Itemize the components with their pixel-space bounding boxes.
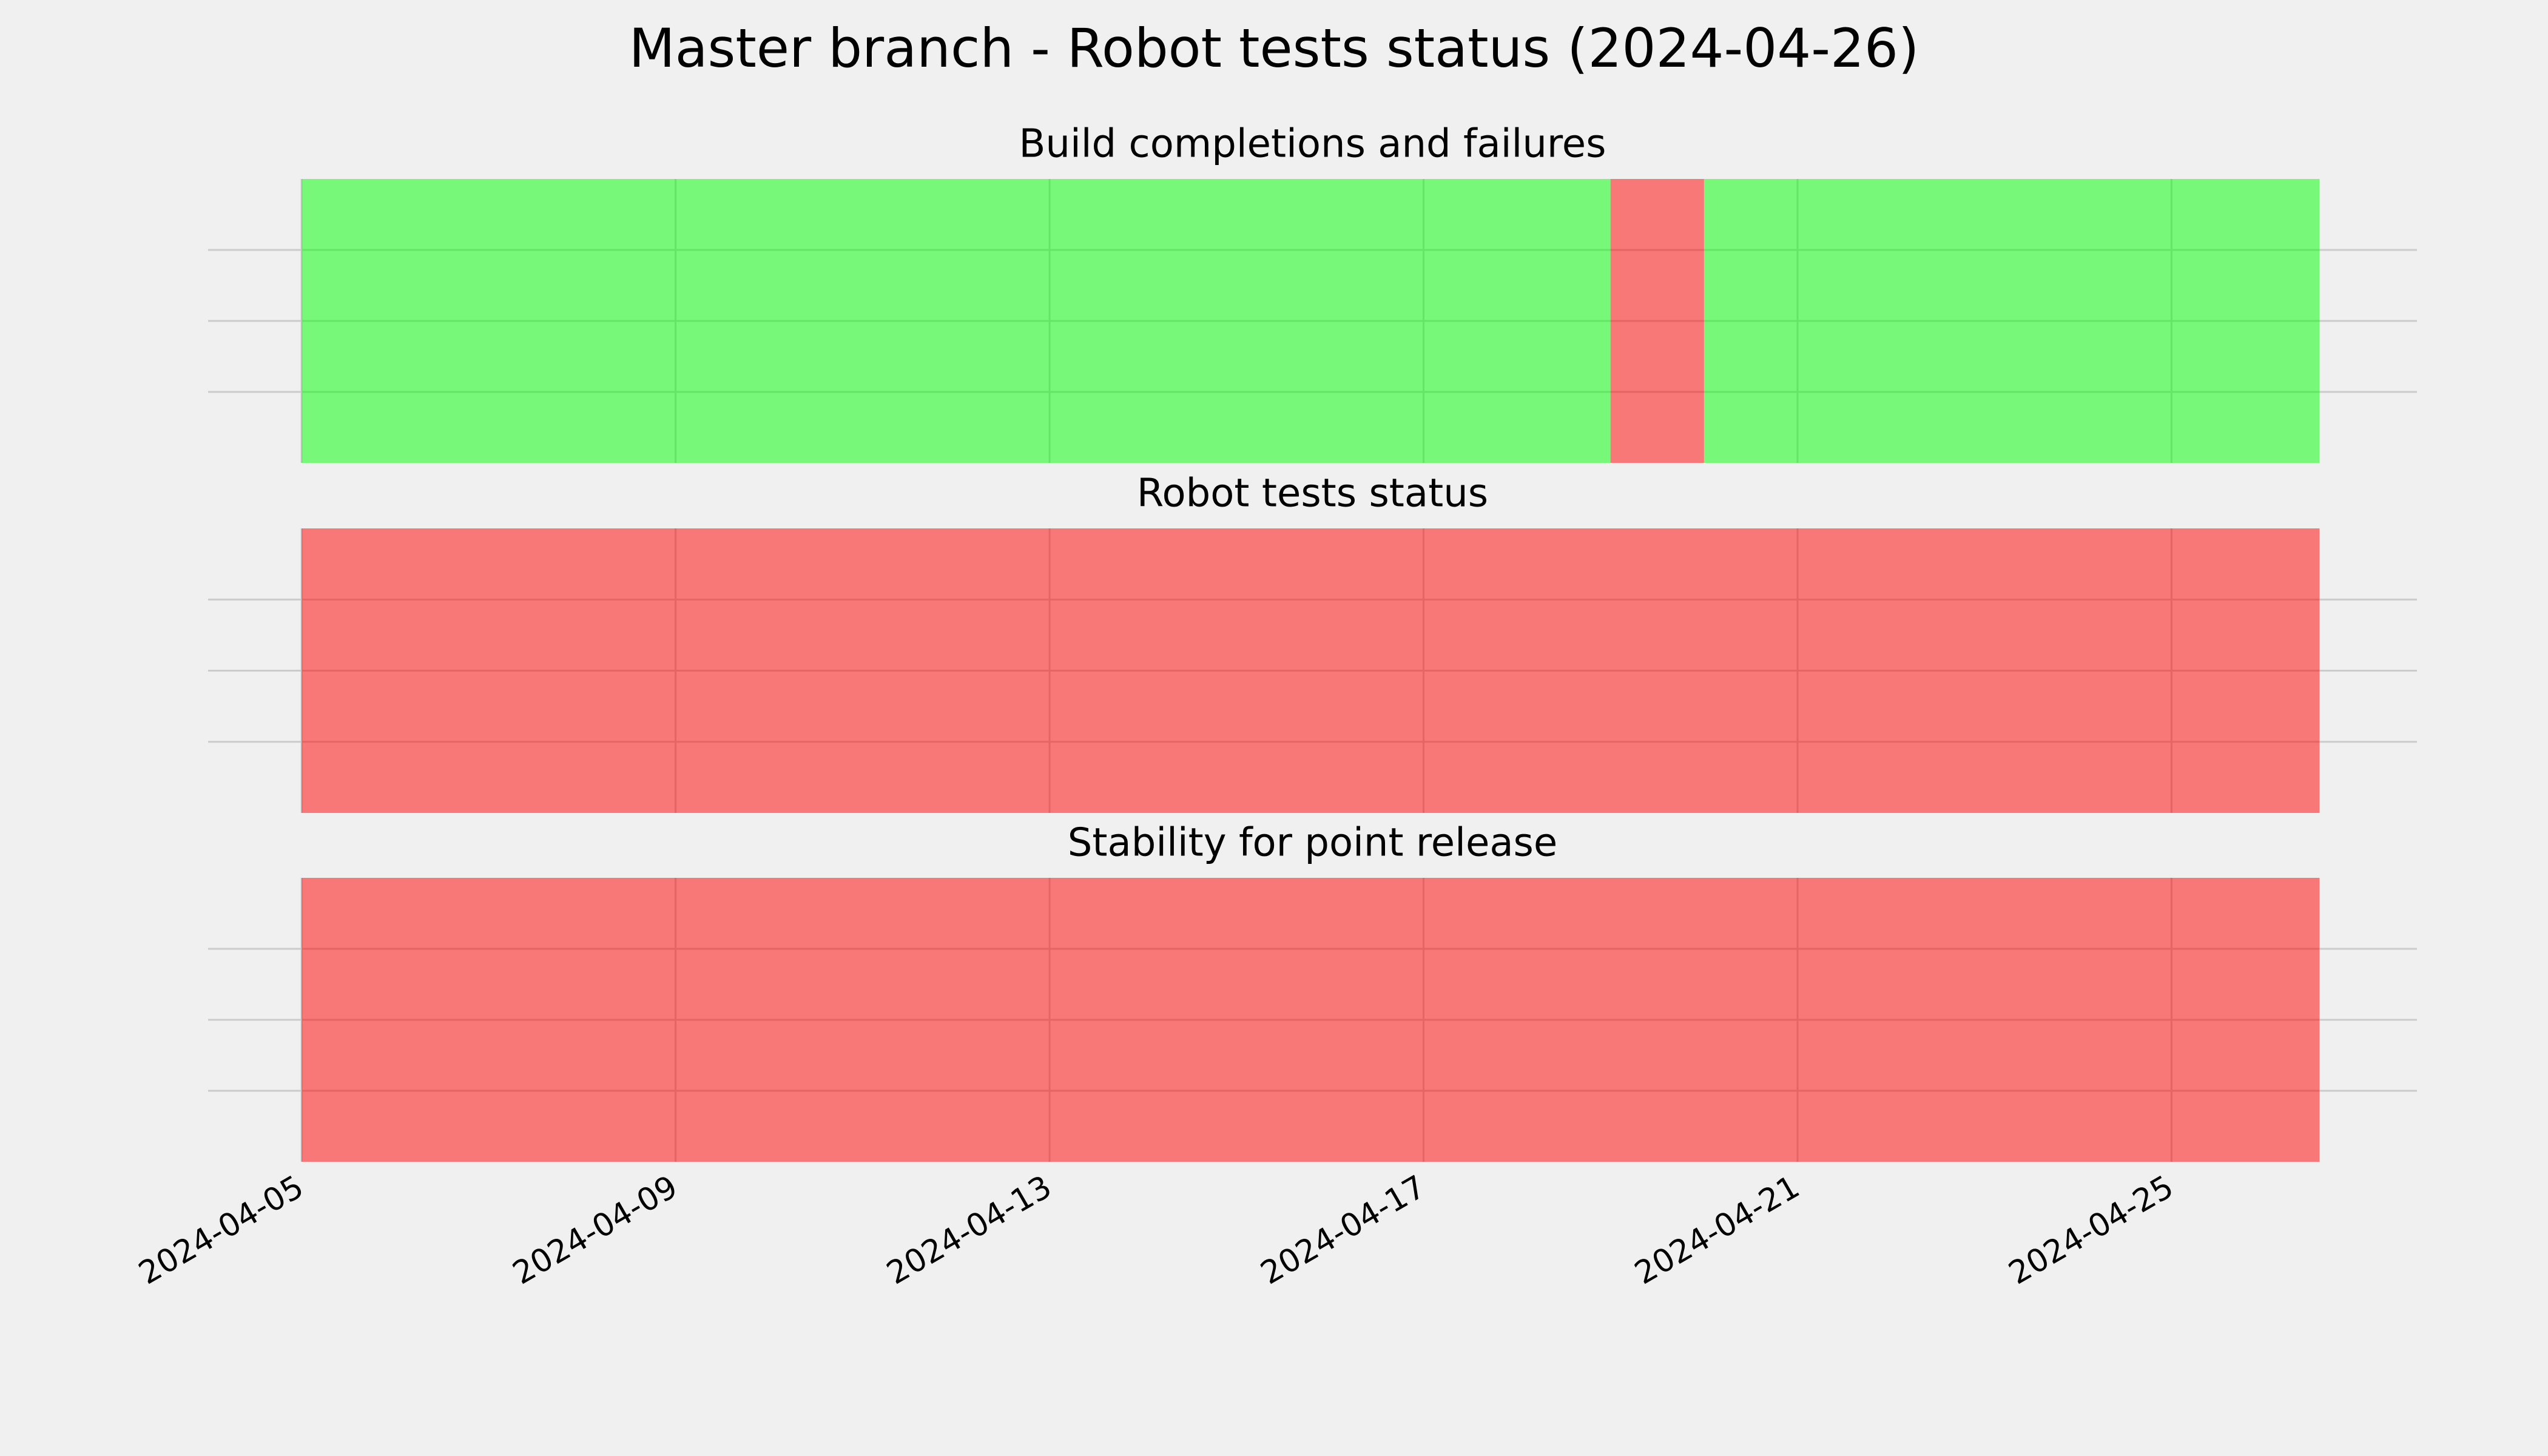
x-tick-label: 2024-04-17 bbox=[1255, 1168, 1432, 1292]
status-span bbox=[1704, 179, 2320, 463]
x-tick-label: 2024-04-13 bbox=[881, 1168, 1058, 1292]
x-tick-label: 2024-04-05 bbox=[133, 1168, 310, 1292]
subplot-title: Stability for point release bbox=[1068, 821, 1558, 866]
x-tick-label: 2024-04-25 bbox=[2003, 1168, 2180, 1292]
status-span bbox=[302, 878, 2320, 1162]
subplot: Build completions and failures bbox=[208, 122, 2417, 463]
x-tick-label: 2024-04-09 bbox=[507, 1168, 684, 1292]
status-span bbox=[1610, 179, 1704, 463]
figure-title: Master branch - Robot tests status (2024… bbox=[629, 17, 1919, 79]
subplot-title: Build completions and failures bbox=[1019, 122, 1606, 167]
subplot: Robot tests status bbox=[208, 471, 2417, 813]
status-span bbox=[302, 179, 1611, 463]
subplot-title: Robot tests status bbox=[1137, 471, 1488, 516]
subplot: Stability for point release 2024-04-05 202… bbox=[133, 821, 2417, 1292]
status-span bbox=[302, 528, 2320, 813]
x-tick-label: 2024-04-21 bbox=[1629, 1168, 1806, 1292]
